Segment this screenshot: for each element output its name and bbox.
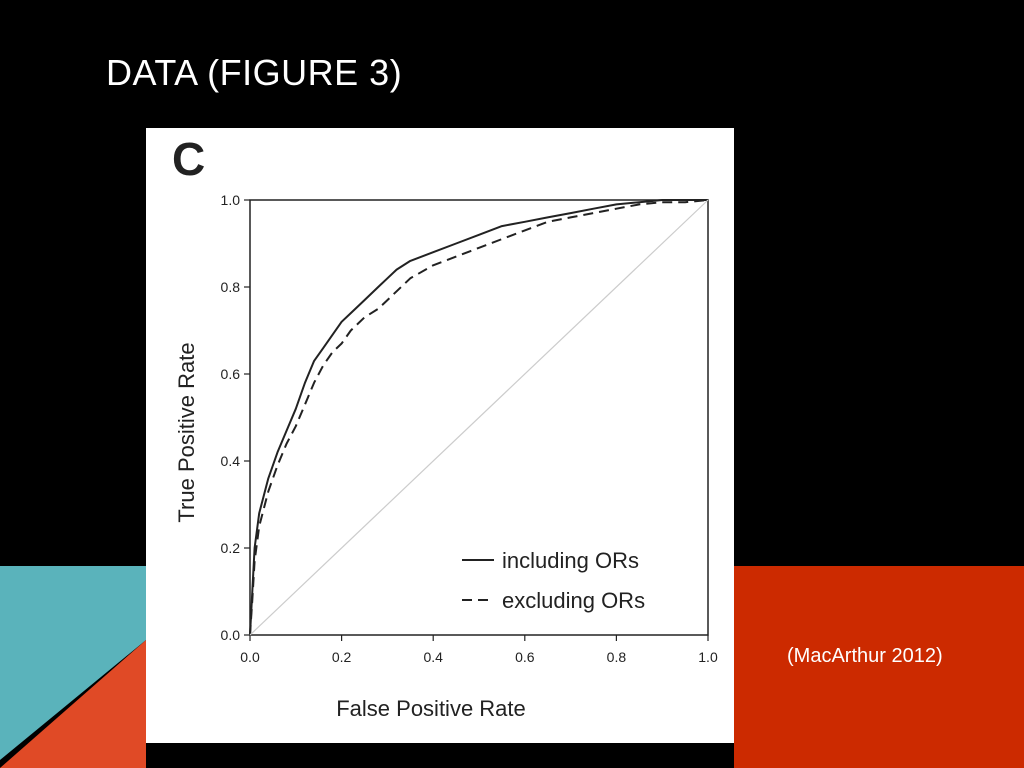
orange-triangle-shape xyxy=(0,640,146,768)
y-axis-label: True Positive Rate xyxy=(174,342,199,522)
y-tick-label: 0.2 xyxy=(221,540,241,556)
x-tick-label: 0.8 xyxy=(607,649,627,665)
x-tick-label: 0.0 xyxy=(240,649,260,665)
legend-label: including ORs xyxy=(502,548,639,573)
slide-title: DATA (FIGURE 3) xyxy=(106,52,403,93)
y-tick-label: 0.8 xyxy=(221,279,241,295)
citation: (MacArthur 2012) xyxy=(787,645,943,667)
chance-diagonal-line xyxy=(249,199,709,636)
including-ors-line xyxy=(249,199,708,636)
red-band-shape xyxy=(734,566,1024,768)
y-tick-label: 0.4 xyxy=(221,453,241,469)
panel-letter: C xyxy=(172,133,206,185)
x-tick-label: 0.4 xyxy=(423,649,443,665)
x-tick-label: 0.6 xyxy=(515,649,535,665)
y-tick-label: 0.0 xyxy=(221,627,241,643)
roc-chart: 0.0 0.2 0.4 0.6 0.8 1.0 0.0 0.2 0.4 0.6 0.8 1.0 Fals… xyxy=(174,192,718,721)
plot-frame xyxy=(249,199,709,636)
excluding-ors-line xyxy=(249,199,709,636)
x-tick-label: 1.0 xyxy=(698,649,718,665)
x-axis-label: False Positive Rate xyxy=(336,696,526,721)
legend-label: excluding ORs xyxy=(502,588,645,613)
y-tick-label: 1.0 xyxy=(221,192,241,208)
figure-panel: 0.0 0.2 0.4 0.6 0.8 1.0 0.0 0.2 0.4 0.6 0.8 1.0 Fals… xyxy=(146,128,734,743)
x-tick-label: 0.2 xyxy=(332,649,352,665)
y-tick-label: 0.6 xyxy=(221,366,241,382)
teal-band-shape xyxy=(0,566,146,760)
